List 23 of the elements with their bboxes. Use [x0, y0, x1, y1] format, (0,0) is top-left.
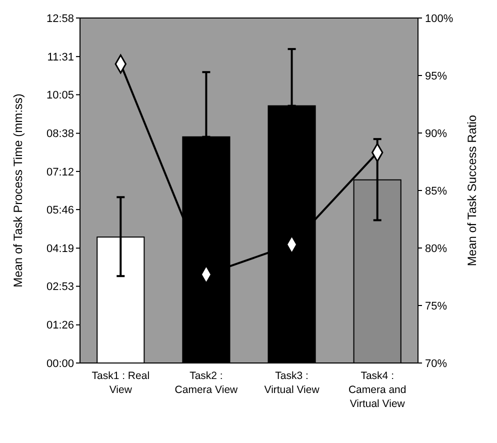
y-axis-title: Mean of Task Process Time (mm:ss): [11, 94, 25, 288]
y2-tick-label: 85%: [425, 185, 448, 198]
x-tick-label: Task3 : Virtual View: [264, 370, 320, 396]
x-tick-label: Task4 : Camera and Virtual View: [348, 370, 406, 410]
y-tick-label: 07:12: [46, 166, 74, 178]
y2-tick-label: 100%: [425, 12, 454, 25]
y2-tick-label: 75%: [425, 300, 448, 312]
y-tick-label: 01:26: [46, 320, 74, 332]
x-tick-label: Task2 : Camera View: [174, 370, 238, 396]
x-tick-label: Task1 : Real View: [92, 370, 150, 396]
y-tick-label: 00:00: [46, 358, 74, 370]
y-tick-label: 05:46: [46, 204, 74, 216]
y2-tick-label: 80%: [425, 242, 448, 255]
y2-tick-label: 70%: [425, 358, 448, 370]
y-tick-label: 04:19: [46, 243, 74, 255]
y-tick-label: 02:53: [46, 281, 74, 294]
y-tick-label: 12:58: [46, 12, 74, 25]
y-tick-label: 08:38: [46, 128, 74, 140]
y2-axis-title: Mean of Task Success Ratio: [465, 114, 479, 266]
y2-tick-label: 95%: [425, 70, 448, 82]
y2-tick-label: 90%: [425, 128, 448, 140]
y-tick-label: 11:31: [47, 51, 74, 64]
y-tick-label: 10:05: [46, 90, 74, 102]
